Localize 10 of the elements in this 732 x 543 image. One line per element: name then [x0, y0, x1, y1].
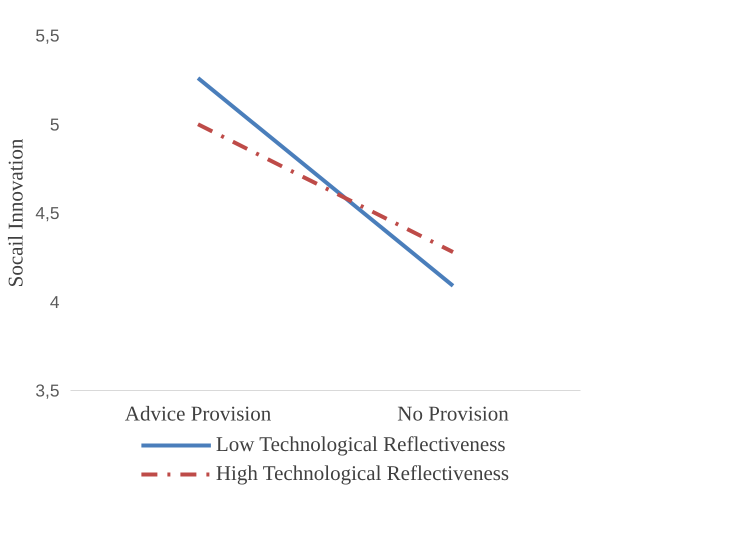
y-tick-label: 4,5 — [35, 203, 60, 223]
y-tick-label: 5 — [50, 114, 60, 134]
legend-label: High Technological Reflectiveness — [216, 461, 510, 486]
legend-label: Low Technological Reflectiveness — [216, 432, 506, 457]
y-tick-label: 5,5 — [35, 26, 60, 46]
x-tick-label: Advice Provision — [124, 402, 272, 426]
y-tick-label: 4 — [50, 292, 60, 312]
x-tick-label: No Provision — [397, 402, 510, 426]
y-tick-label: 3,5 — [35, 380, 60, 400]
y-axis-title: Socail Innovation — [3, 138, 28, 288]
